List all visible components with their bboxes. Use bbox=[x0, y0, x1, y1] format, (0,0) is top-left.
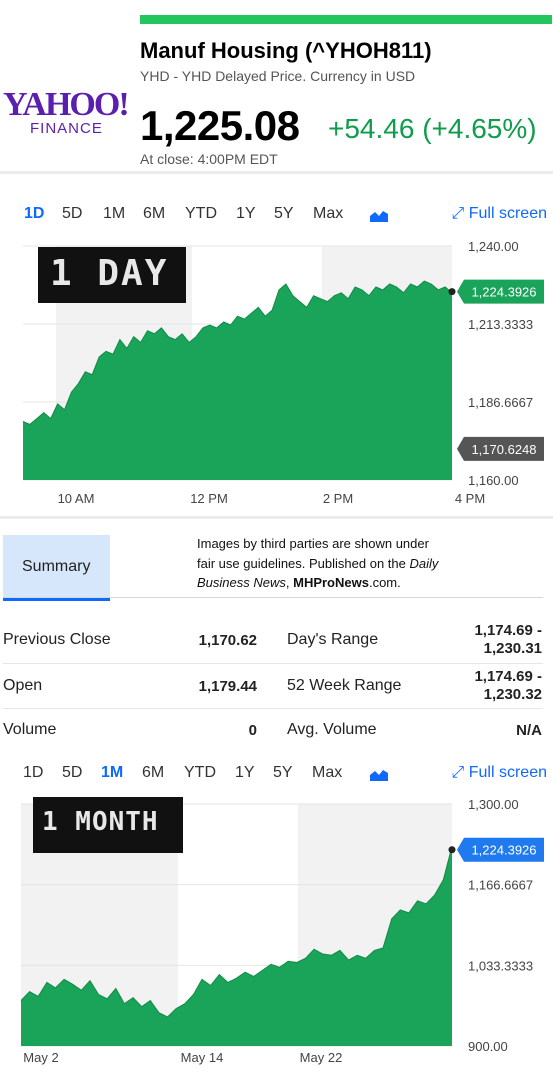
volume-value: 0 bbox=[248, 722, 257, 739]
area-chart-icon[interactable] bbox=[369, 767, 389, 783]
yahoo-finance-logo: YAHOO! FINANCE bbox=[0, 86, 136, 140]
y-tick-label: 1,300.00 bbox=[468, 797, 519, 812]
notice-italic: Daily bbox=[409, 555, 439, 571]
current-value-tag bbox=[457, 837, 544, 862]
range-tab-5y[interactable]: 5Y bbox=[273, 764, 293, 781]
price-area bbox=[21, 846, 452, 1046]
overlay-1-day: 1 DAY bbox=[38, 247, 186, 303]
notice-text: , bbox=[285, 575, 294, 590]
prev-close-label: Previous Close bbox=[3, 631, 111, 648]
chart-1m[interactable]: 1,300.00 1,166.6667 1,033.3333 900.00 May 2 M… bbox=[0, 792, 553, 1076]
expand-icon: ⤢ bbox=[451, 764, 465, 781]
range-tab-1d[interactable]: 1D bbox=[24, 205, 45, 222]
range-tab-1m[interactable]: 1M bbox=[101, 764, 124, 781]
avg-volume-value: N/A bbox=[516, 722, 542, 739]
range-tab-max[interactable]: Max bbox=[312, 764, 343, 781]
area-chart-icon[interactable] bbox=[369, 208, 389, 224]
range-tabs-1d: 1D 5D 1M 6M YTD 1Y 5Y Max ⤢ Full screen bbox=[0, 205, 553, 227]
row-divider bbox=[3, 663, 543, 664]
current-point bbox=[448, 288, 456, 296]
price-change: +54.46 (+4.65%) bbox=[328, 113, 537, 144]
notice-italic: Business News bbox=[197, 575, 286, 590]
overlay-1-day-text: 1 DAY bbox=[50, 253, 169, 294]
fullscreen-label: Full screen bbox=[468, 205, 547, 222]
current-price: 1,225.08 bbox=[140, 102, 300, 149]
range-tab-1y[interactable]: 1Y bbox=[236, 205, 256, 222]
price-line bbox=[20, 846, 453, 1018]
range-tab-1m[interactable]: 1M bbox=[103, 205, 126, 222]
notice-bold: MHProNews bbox=[293, 575, 369, 590]
fullscreen-label: Full screen bbox=[468, 764, 547, 781]
range-tab-5y[interactable]: 5Y bbox=[274, 205, 294, 222]
divider bbox=[3, 597, 543, 598]
y-tick-label: 1,160.00 bbox=[468, 473, 519, 488]
close-time: At close: 4:00PM EDT bbox=[140, 151, 278, 167]
price-area bbox=[23, 281, 452, 480]
range-tab-ytd[interactable]: YTD bbox=[184, 764, 216, 781]
range-tab-5d[interactable]: 5D bbox=[62, 764, 83, 781]
x-tick-label: 12 PM bbox=[190, 491, 228, 506]
price-line bbox=[22, 280, 453, 425]
open-value: 1,179.44 bbox=[198, 678, 257, 695]
range-tab-6m[interactable]: 6M bbox=[143, 205, 166, 222]
notice-text: fair use guidelines. Published on the bbox=[197, 555, 410, 571]
week52-label: 52 Week Range bbox=[287, 677, 402, 694]
range-tabs-1m: 1D 5D 1M 6M YTD 1Y 5Y Max ⤢ Full screen bbox=[0, 764, 553, 786]
current-point bbox=[448, 846, 456, 854]
range-tab-6m[interactable]: 6M bbox=[142, 764, 165, 781]
page-title: Manuf Housing (^YHOH811) bbox=[140, 38, 432, 63]
y-tick-label: 1,186.6667 bbox=[468, 395, 533, 410]
tab-summary[interactable]: Summary bbox=[3, 535, 110, 601]
notice-text: .com. bbox=[368, 575, 401, 590]
x-tick-label: 10 AM bbox=[58, 491, 95, 506]
overlay-1-month: 1 MONTH bbox=[33, 797, 183, 853]
notice-line-2: fair use guidelines. Published on the Da… bbox=[197, 554, 438, 574]
notice-line-1: Images by third parties are shown under bbox=[197, 536, 429, 551]
fair-use-notice: Images by third parties are shown under … bbox=[197, 534, 438, 593]
x-tick-label: 2 PM bbox=[323, 491, 353, 506]
current-value-tag bbox=[457, 279, 544, 304]
y-tick-label: 1,240.00 bbox=[468, 239, 519, 254]
y-tick-label: 1,033.3333 bbox=[468, 958, 533, 973]
days-range-label: Day's Range bbox=[287, 631, 379, 648]
overlay-1-month-text: 1 MONTH bbox=[42, 807, 159, 837]
accent-bar bbox=[140, 15, 552, 24]
week52-low: 1,174.69 - bbox=[474, 668, 542, 685]
range-tab-ytd[interactable]: YTD bbox=[185, 205, 217, 222]
logo-wordmark: YAHOO! bbox=[3, 86, 130, 123]
volume-label: Volume bbox=[3, 721, 57, 738]
x-tick-label: 4 PM bbox=[455, 491, 485, 506]
week52-high: 1,230.32 bbox=[483, 686, 542, 703]
prev-close-tag bbox=[457, 436, 544, 461]
y-tick-label: 900.00 bbox=[468, 1039, 508, 1054]
open-label: Open bbox=[3, 677, 43, 694]
fullscreen-button-1m[interactable]: ⤢ Full screen bbox=[451, 764, 547, 782]
current-value-label: 1,224.3926 bbox=[471, 285, 536, 300]
x-tick-label: May 22 bbox=[300, 1050, 343, 1065]
notice-line-3: Business News, MHProNews.com. bbox=[197, 573, 438, 593]
days-range-low: 1,174.69 - bbox=[474, 622, 542, 639]
prev-close-label: 1,170.6248 bbox=[471, 442, 536, 457]
y-tick-label: 1,213.3333 bbox=[468, 317, 533, 332]
range-tab-1y[interactable]: 1Y bbox=[235, 764, 255, 781]
prev-close-value: 1,170.62 bbox=[198, 632, 257, 649]
tab-summary-label: Summary bbox=[22, 558, 91, 575]
range-tab-5d[interactable]: 5D bbox=[62, 205, 83, 222]
fullscreen-button-1d[interactable]: ⤢ Full screen bbox=[451, 205, 547, 223]
days-range-high: 1,230.31 bbox=[483, 640, 542, 657]
range-tab-max[interactable]: Max bbox=[313, 205, 344, 222]
x-tick-label: May 2 bbox=[23, 1050, 58, 1065]
current-value-label: 1,224.3926 bbox=[471, 843, 536, 858]
range-tab-1d[interactable]: 1D bbox=[23, 764, 44, 781]
quote-subtitle: YHD - YHD Delayed Price. Currency in USD bbox=[140, 68, 416, 84]
avg-volume-label: Avg. Volume bbox=[287, 721, 377, 738]
logo-subtitle: FINANCE bbox=[30, 120, 103, 137]
expand-icon: ⤢ bbox=[451, 205, 465, 222]
x-tick-label: May 14 bbox=[181, 1050, 224, 1065]
divider bbox=[0, 516, 553, 519]
row-divider bbox=[3, 708, 543, 709]
divider bbox=[0, 171, 553, 174]
y-tick-label: 1,166.6667 bbox=[468, 878, 533, 893]
